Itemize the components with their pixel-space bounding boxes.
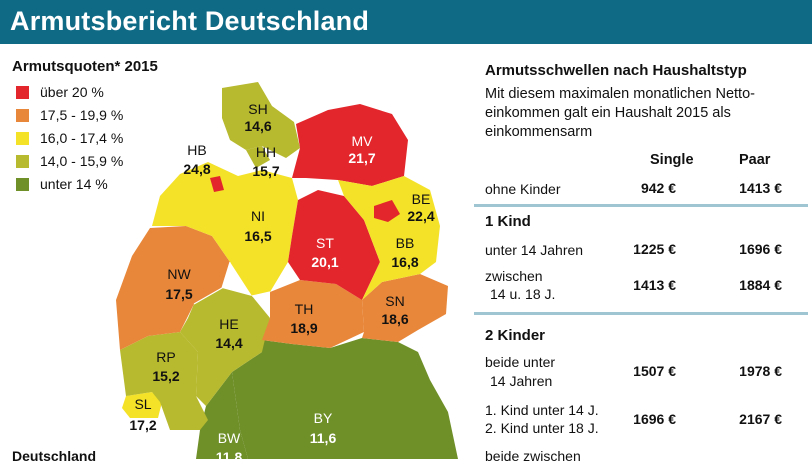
state-value-st: 20,1	[311, 254, 338, 270]
state-label-st: ST	[316, 235, 334, 251]
state-label-he: HE	[219, 316, 238, 332]
row-value-single: 1507 €	[633, 363, 676, 379]
state-label-bb: BB	[396, 235, 415, 251]
header-bar: Armutsbericht Deutschland	[0, 0, 812, 44]
state-sl	[122, 392, 162, 418]
state-label-sl: SL	[134, 396, 151, 412]
state-label-hb: HB	[187, 142, 206, 158]
row-value-single: 1696 €	[633, 411, 676, 427]
state-label-mv: MV	[352, 133, 374, 149]
state-value-bb: 16,8	[391, 254, 418, 270]
row-label-k2-b-line1: 1. Kind unter 14 J.	[485, 402, 599, 418]
state-value-rp: 15,2	[152, 368, 179, 384]
legend-swatch-over-20	[16, 86, 29, 99]
column-header-single: Single	[650, 152, 694, 168]
state-label-hh: HH	[256, 144, 276, 160]
state-bb	[338, 176, 440, 300]
state-value-sl: 17,2	[129, 417, 156, 433]
state-label-be: BE	[412, 191, 431, 207]
column-header-paar: Paar	[739, 152, 771, 168]
row-label-k1-b-line1: zwischen	[485, 268, 543, 284]
row-label-ohne-kinder: ohne Kinder	[485, 181, 561, 197]
state-value-bw: 11,8	[216, 449, 243, 459]
divider	[474, 204, 808, 207]
state-hb	[210, 176, 224, 192]
row-value-single: 942 €	[640, 180, 676, 196]
section-head-1-kind: 1 Kind	[485, 213, 531, 230]
state-sh	[222, 82, 300, 158]
state-st	[288, 190, 380, 300]
state-value-he: 14,4	[215, 335, 242, 351]
state-value-hh: 15,7	[252, 163, 279, 179]
state-nw	[116, 226, 230, 350]
row-label-k1-a: unter 14 Jahren	[485, 242, 584, 258]
state-value-by: 11,6	[310, 430, 337, 446]
row-label-k2-c-line1: beide zwischen	[485, 448, 581, 464]
row-value-paar: 1978 €	[739, 363, 782, 379]
row-value-single: 1413 €	[633, 277, 676, 293]
state-th	[262, 280, 364, 348]
row-value-paar: 1884 €	[739, 277, 782, 293]
state-mv	[292, 104, 408, 186]
state-label-bw: BW	[218, 430, 241, 446]
row-label-k2-a-line2: 14 Jahren	[490, 373, 553, 389]
divider	[474, 312, 808, 315]
state-value-ni: 16,5	[244, 228, 271, 244]
legend-label: 16,0 - 17,4 %	[40, 130, 124, 146]
state-label-th: TH	[295, 301, 314, 317]
state-value-sh: 14,6	[244, 118, 271, 134]
state-value-mv: 21,7	[348, 150, 375, 166]
legend-label: über 20 %	[40, 84, 104, 100]
state-hh	[246, 146, 270, 168]
state-rp	[120, 332, 208, 430]
state-label-ni: NI	[251, 208, 265, 224]
panel-title: Armutsschwellen nach Haushaltstyp	[485, 62, 747, 79]
state-by	[232, 338, 458, 459]
state-ni	[152, 162, 298, 296]
row-label-k1-b-line2: 14 u. 18 J.	[490, 286, 556, 302]
page-title: Armutsbericht Deutschland	[10, 6, 370, 36]
legend-swatch-17-5	[16, 109, 29, 122]
state-value-be: 22,4	[407, 208, 434, 224]
row-label-k2-a-line1: beide unter	[485, 354, 556, 370]
row-value-paar: 1696 €	[739, 241, 782, 257]
state-label-rp: RP	[156, 349, 175, 365]
state-label-sh: SH	[248, 101, 267, 117]
row-value-paar: 2167 €	[739, 411, 782, 427]
state-be	[374, 200, 400, 222]
legend-title: Armutsquoten* 2015	[12, 58, 158, 75]
germany-map: SH 14,6 MV 21,7 HB 24,8 HH 15,7 BE 22,4 …	[116, 82, 458, 459]
panel-intro: Mit diesem maximalen monatlichen Netto-e…	[485, 86, 755, 140]
state-value-sn: 18,6	[381, 311, 408, 327]
row-label-k2-b-line2: 2. Kind unter 18 J.	[485, 420, 599, 436]
state-value-hb: 24,8	[183, 161, 210, 177]
state-he	[180, 288, 270, 406]
state-label-sn: SN	[385, 293, 404, 309]
state-value-th: 18,9	[290, 320, 317, 336]
legend-label: 17,5 - 19,9 %	[40, 107, 124, 123]
legend-label: 14,0 - 15,9 %	[40, 153, 124, 169]
row-value-paar: 1413 €	[739, 180, 782, 196]
legend-label: unter 14 %	[40, 176, 108, 192]
state-value-nw: 17,5	[165, 286, 192, 302]
legend-swatch-14-0	[16, 155, 29, 168]
state-sn	[362, 274, 448, 342]
state-label-by: BY	[314, 410, 333, 426]
legend-swatch-under-14	[16, 178, 29, 191]
section-head-2-kinder: 2 Kinder	[485, 327, 546, 344]
state-bw	[196, 372, 248, 459]
state-borders	[193, 261, 271, 305]
footer-label: Deutschland	[12, 448, 97, 464]
legend-swatch-16-0	[16, 132, 29, 145]
row-value-single: 1225 €	[633, 241, 676, 257]
state-label-nw: NW	[167, 266, 191, 282]
